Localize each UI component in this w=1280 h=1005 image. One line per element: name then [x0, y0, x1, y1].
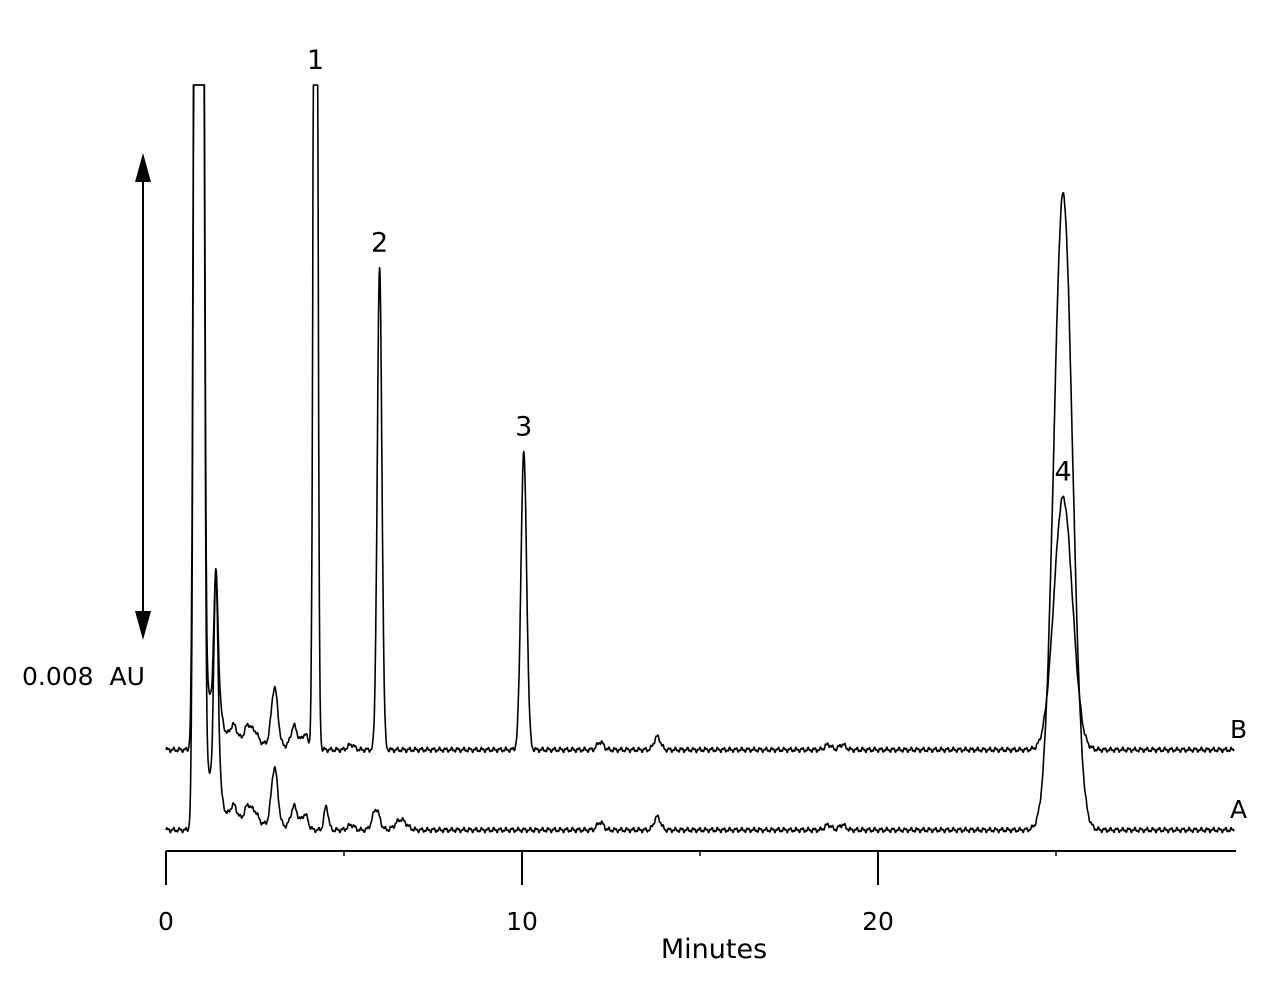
peak-label-4: 4 [1055, 457, 1072, 488]
trace-A [165, 84, 1235, 834]
scale-bar-label: 0.008 AU [22, 662, 145, 691]
x-ticks-group: 0 10 20 [158, 851, 1057, 936]
peak-labels-group: 1 2 3 4 [307, 45, 1072, 488]
peak-label-2: 2 [371, 228, 388, 259]
trace-labels-group: AB [1230, 715, 1247, 824]
x-tick-label-0: 0 [158, 907, 174, 936]
x-tick-label-20: 20 [862, 907, 894, 936]
x-tick-label-10: 10 [506, 907, 538, 936]
trace-label-A: A [1230, 795, 1247, 824]
x-axis-title: Minutes [661, 934, 767, 965]
traces-group [165, 84, 1235, 834]
scale-bar-bottom-arrow-icon [135, 611, 151, 640]
peak-label-3: 3 [515, 412, 532, 443]
trace-label-B: B [1230, 715, 1247, 744]
trace-B [165, 84, 1235, 754]
scale-bar-top-arrow-icon [135, 153, 151, 182]
peak-label-1: 1 [307, 45, 324, 76]
x-axis: 0 10 20 Minutes [158, 850, 1236, 965]
scale-bar: 0.008 AU [22, 153, 151, 691]
